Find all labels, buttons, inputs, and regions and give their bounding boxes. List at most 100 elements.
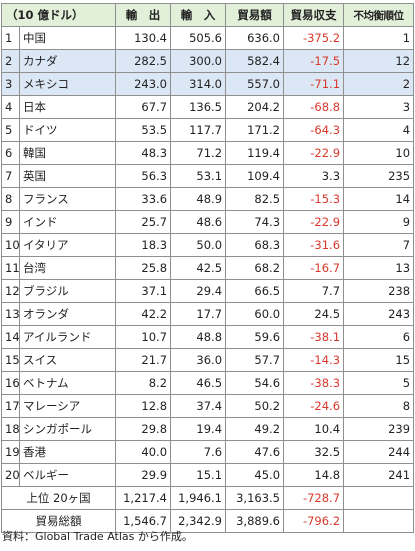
imbalance-rank-cell: 235 — [343, 164, 415, 188]
trade-volume-cell: 47.6 — [225, 440, 285, 464]
imports-cell: 37.4 — [170, 394, 227, 418]
imbalance-rank-cell: 239 — [343, 417, 415, 441]
rank-cell: 9 — [1, 210, 20, 234]
trade-volume-cell: 57.7 — [225, 348, 285, 372]
trade-balance-cell: 24.5 — [283, 302, 345, 326]
imports-cell: 17.7 — [170, 302, 227, 326]
trade-volume-cell: 171.2 — [225, 118, 285, 142]
rank-cell: 7 — [1, 164, 20, 188]
table-row: 20 ベルギー 29.9 15.1 45.0 14.8 241 — [1, 463, 415, 487]
table-row: 12 ブラジル 37.1 29.4 66.5 7.7 238 — [1, 279, 415, 303]
rank-cell: 20 — [1, 463, 20, 487]
imbalance-rank-cell: 15 — [343, 348, 415, 372]
table-footer: 上位 20ヶ国 1,217.4 1,946.1 3,163.5 -728.7 貿易総額 1,… — [0, 486, 415, 533]
trade-volume-cell: 50.2 — [225, 394, 285, 418]
exports-cell: 130.4 — [115, 26, 172, 50]
trade-volume-cell: 3,163.5 — [225, 486, 285, 510]
rank-cell: 19 — [1, 440, 20, 464]
trade-balance-cell: 32.5 — [283, 440, 345, 464]
rank-cell: 10 — [1, 233, 20, 257]
table-body: 1 中国 130.4 505.6 636.0 -375.2 1 2 カナダ 282.5 300.0 5… — [1, 26, 415, 487]
imbalance-rank-cell: 13 — [343, 256, 415, 280]
country-cell: 韓国 — [18, 141, 117, 165]
table-row: 16 ベトナム 8.2 46.5 54.6 -38.3 5 — [1, 371, 415, 395]
exports-cell: 12.8 — [115, 394, 172, 418]
trade-balance-cell: 14.8 — [283, 463, 345, 487]
country-cell: メキシコ — [18, 72, 117, 96]
table-row: 2 カナダ 282.5 300.0 582.4 -17.5 12 — [1, 49, 415, 73]
trade-volume-cell: 74.3 — [225, 210, 285, 234]
country-cell: 香港 — [18, 440, 117, 464]
trade-volume-cell: 68.3 — [225, 233, 285, 257]
exports-cell: 33.6 — [115, 187, 172, 211]
trade-volume-header: 貿易額 — [225, 3, 285, 27]
trade-balance-cell: -17.5 — [283, 49, 345, 73]
table-row: 1 中国 130.4 505.6 636.0 -375.2 1 — [1, 26, 415, 50]
imports-cell: 48.6 — [170, 210, 227, 234]
trade-volume-cell: 109.4 — [225, 164, 285, 188]
trade-balance-cell: -38.3 — [283, 371, 345, 395]
exports-cell: 8.2 — [115, 371, 172, 395]
empty-cell — [343, 486, 415, 510]
exports-cell: 18.3 — [115, 233, 172, 257]
exports-cell: 29.8 — [115, 417, 172, 441]
country-cell: ベトナム — [18, 371, 117, 395]
imports-cell: 36.0 — [170, 348, 227, 372]
table-row: 11 台湾 25.8 42.5 68.2 -16.7 13 — [1, 256, 415, 280]
country-cell: ベルギー — [18, 463, 117, 487]
trade-balance-cell: -728.7 — [283, 486, 345, 510]
imports-cell: 314.0 — [170, 72, 227, 96]
table-row: 6 韓国 48.3 71.2 119.4 -22.9 10 — [1, 141, 415, 165]
imports-cell: 48.8 — [170, 325, 227, 349]
table-row: 19 香港 40.0 7.6 47.6 32.5 244 — [1, 440, 415, 464]
imports-cell: 50.0 — [170, 233, 227, 257]
rank-cell: 2 — [1, 49, 20, 73]
country-cell: フランス — [18, 187, 117, 211]
trade-volume-cell: 557.0 — [225, 72, 285, 96]
imbalance-rank-cell: 1 — [343, 26, 415, 50]
country-cell: 中国 — [18, 26, 117, 50]
exports-cell: 1,546.7 — [115, 509, 172, 533]
rank-cell: 6 — [1, 141, 20, 165]
table-row: 8 フランス 33.6 48.9 82.5 -15.3 14 — [1, 187, 415, 211]
country-cell: 台湾 — [18, 256, 117, 280]
trade-balance-cell: -64.3 — [283, 118, 345, 142]
rank-cell: 8 — [1, 187, 20, 211]
trade-volume-cell: 119.4 — [225, 141, 285, 165]
table-row: 14 アイルランド 10.7 48.8 59.6 -38.1 6 — [1, 325, 415, 349]
exports-cell: 25.8 — [115, 256, 172, 280]
table-row: 18 シンガポール 29.8 19.4 49.2 10.4 239 — [1, 417, 415, 441]
rank-cell: 14 — [1, 325, 20, 349]
table-header-row: （10 億ドル） 輸 出 輸 入 貿易額 貿易収支 不均衡順位 — [0, 3, 415, 27]
trade-volume-cell: 59.6 — [225, 325, 285, 349]
imbalance-rank-cell: 5 — [343, 371, 415, 395]
imbalance-rank-header: 不均衡順位 — [343, 3, 415, 27]
empty-cell — [343, 509, 415, 533]
imports-cell: 1,946.1 — [170, 486, 227, 510]
country-cell: シンガポール — [18, 417, 117, 441]
trade-volume-cell: 636.0 — [225, 26, 285, 50]
exports-cell: 53.5 — [115, 118, 172, 142]
exports-cell: 1,217.4 — [115, 486, 172, 510]
imports-cell: 29.4 — [170, 279, 227, 303]
trade-balance-cell: 3.3 — [283, 164, 345, 188]
exports-cell: 29.9 — [115, 463, 172, 487]
rank-cell: 18 — [1, 417, 20, 441]
imbalance-rank-cell: 8 — [343, 394, 415, 418]
rank-cell: 1 — [1, 26, 20, 50]
rank-cell: 17 — [1, 394, 20, 418]
trade-balance-cell: -68.8 — [283, 95, 345, 119]
imports-cell: 42.5 — [170, 256, 227, 280]
exports-cell: 48.3 — [115, 141, 172, 165]
rank-cell: 16 — [1, 371, 20, 395]
country-cell: 日本 — [18, 95, 117, 119]
exports-header: 輸 出 — [115, 3, 172, 27]
rank-cell: 4 — [1, 95, 20, 119]
trade-volume-cell: 66.5 — [225, 279, 285, 303]
totals-row: 上位 20ヶ国 1,217.4 1,946.1 3,163.5 -728.7 — [0, 486, 415, 510]
trade-volume-cell: 49.2 — [225, 417, 285, 441]
totals-label: 上位 20ヶ国 — [0, 486, 117, 510]
trade-table: （10 億ドル） 輸 出 輸 入 貿易額 貿易収支 不均衡順位 1 中国 130.4… — [0, 3, 415, 533]
imbalance-rank-cell: 7 — [343, 233, 415, 257]
trade-balance-cell: -71.1 — [283, 72, 345, 96]
